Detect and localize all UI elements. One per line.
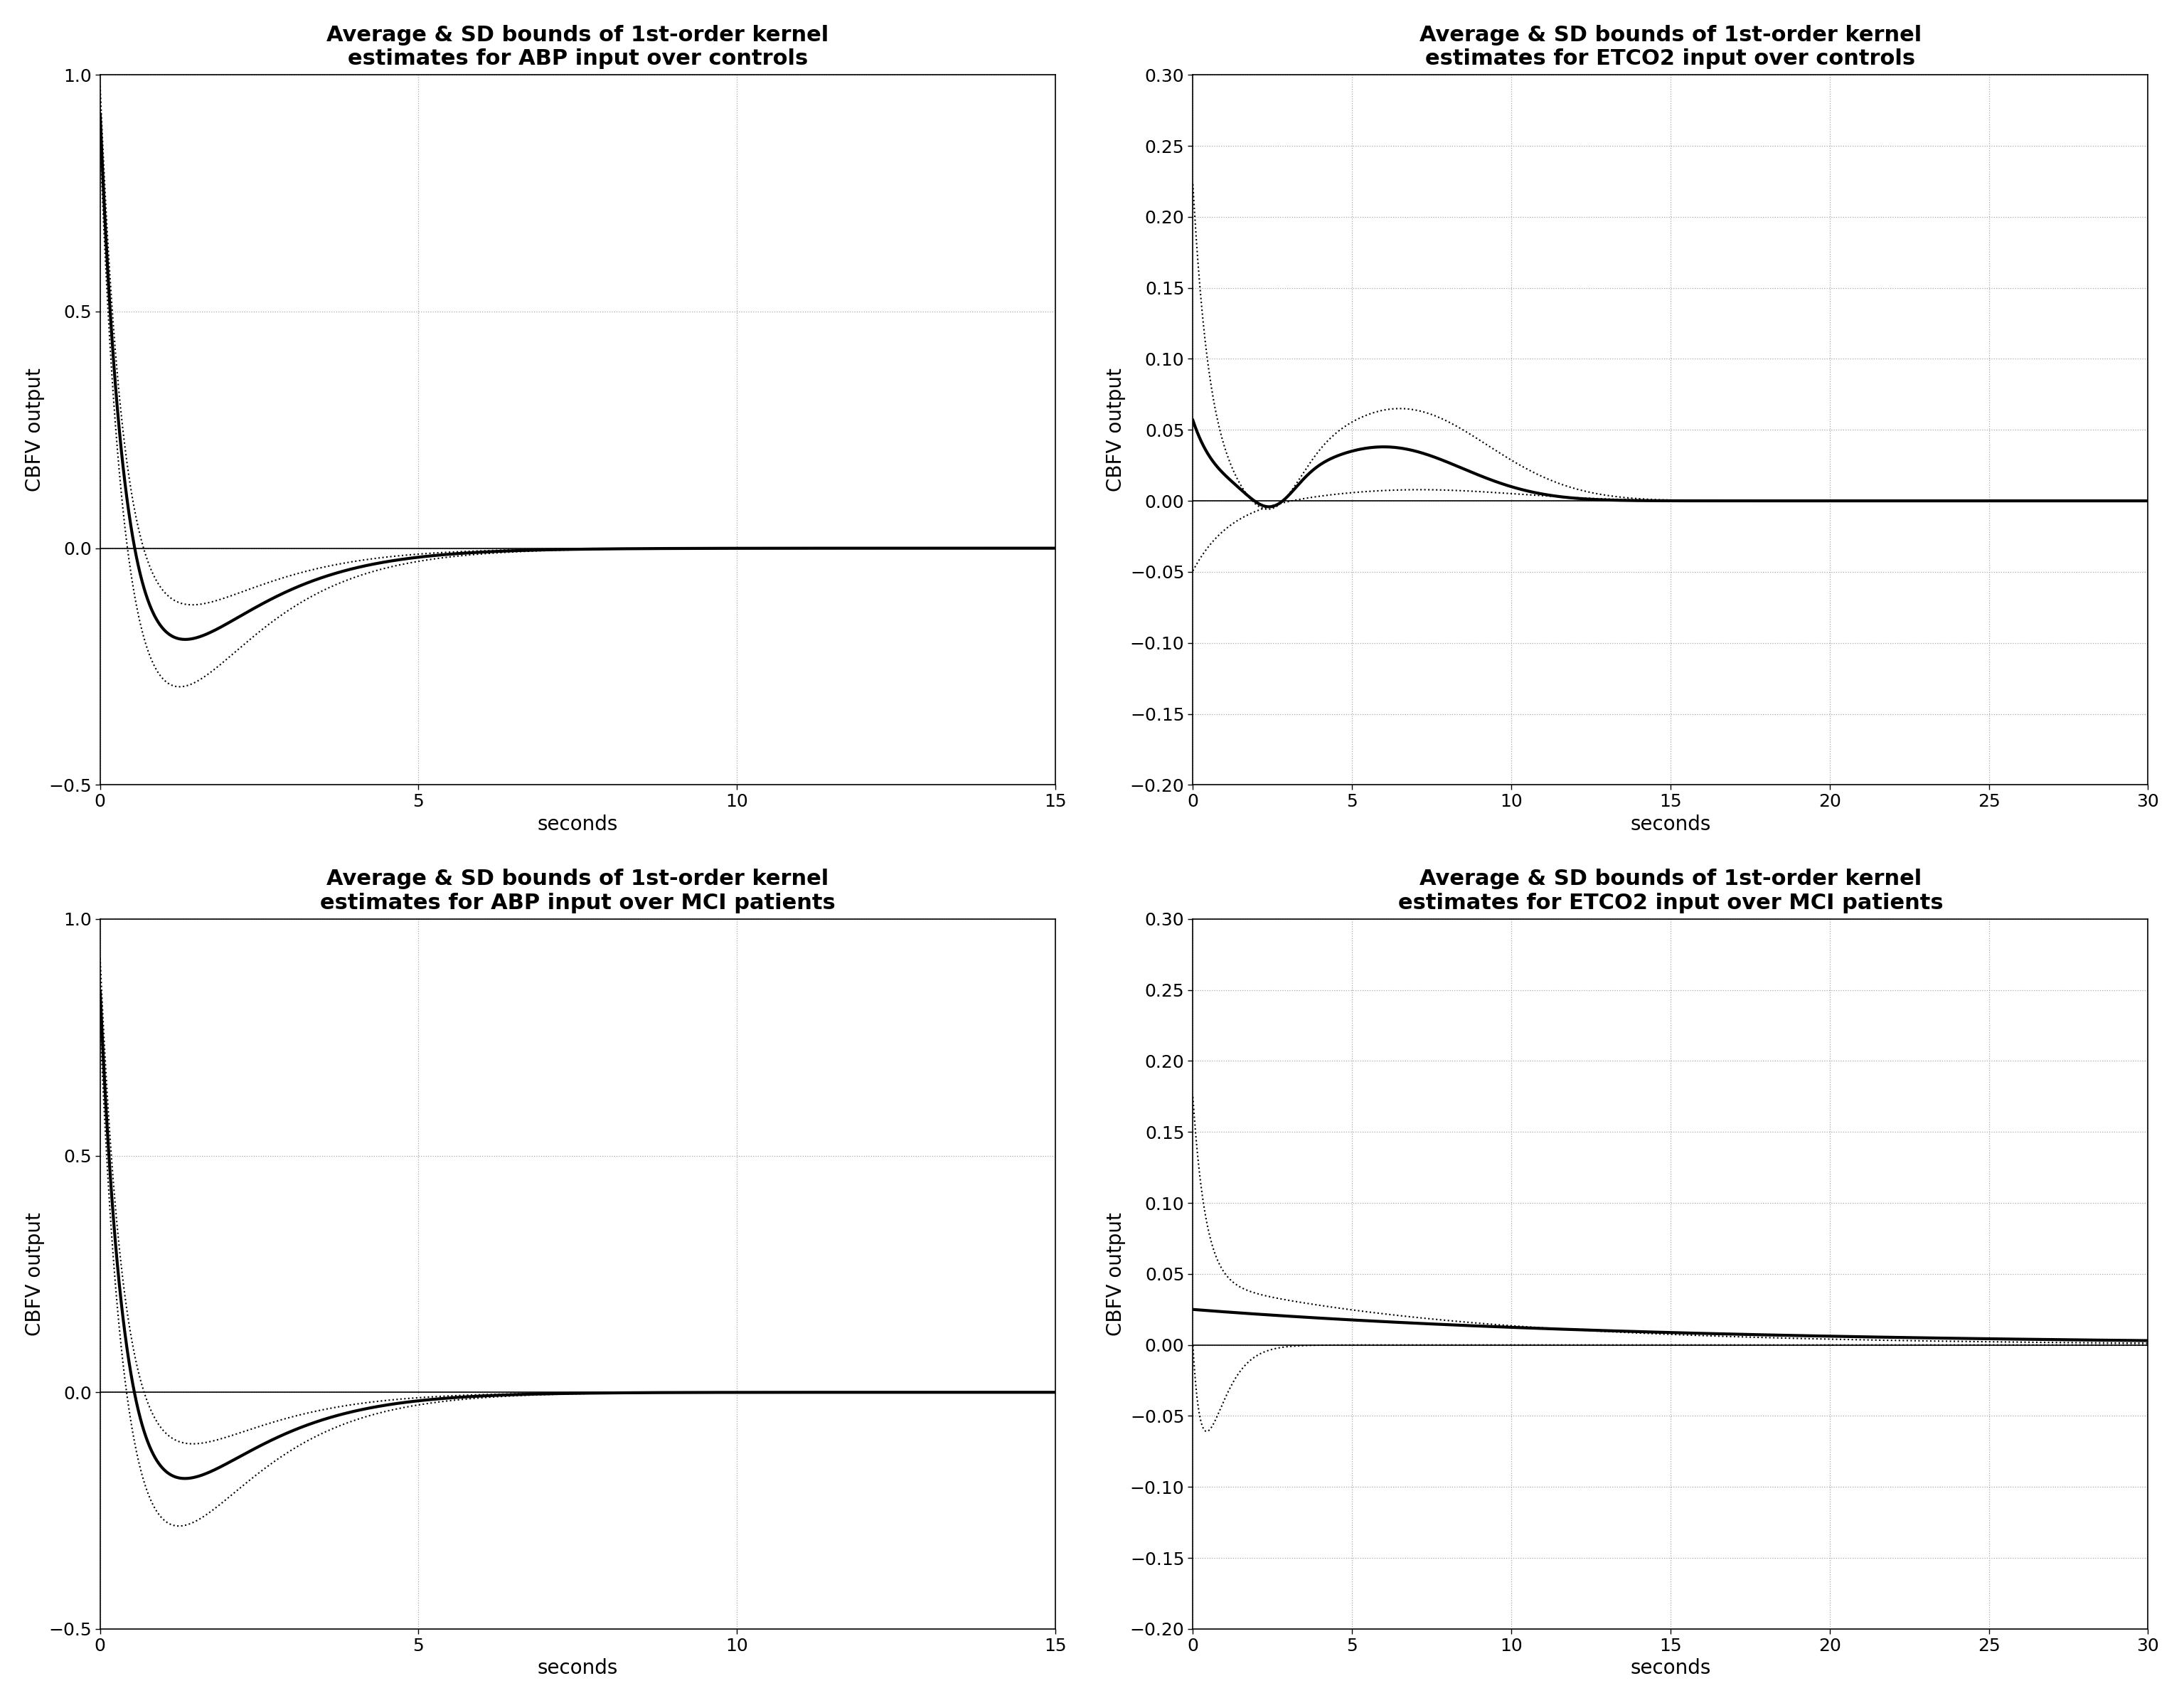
- Y-axis label: CBFV output: CBFV output: [24, 1213, 44, 1335]
- Title: Average & SD bounds of 1st-order kernel
estimates for ABP input over MCI patient: Average & SD bounds of 1st-order kernel …: [319, 869, 834, 913]
- Y-axis label: CBFV output: CBFV output: [1105, 1213, 1127, 1335]
- Title: Average & SD bounds of 1st-order kernel
estimates for ABP input over controls: Average & SD bounds of 1st-order kernel …: [328, 26, 828, 70]
- Y-axis label: CBFV output: CBFV output: [24, 368, 44, 492]
- Title: Average & SD bounds of 1st-order kernel
estimates for ETCO2 input over controls: Average & SD bounds of 1st-order kernel …: [1420, 26, 1922, 70]
- X-axis label: seconds: seconds: [1629, 814, 1710, 834]
- X-axis label: seconds: seconds: [537, 1659, 618, 1677]
- X-axis label: seconds: seconds: [537, 814, 618, 834]
- Title: Average & SD bounds of 1st-order kernel
estimates for ETCO2 input over MCI patie: Average & SD bounds of 1st-order kernel …: [1398, 869, 1944, 913]
- X-axis label: seconds: seconds: [1629, 1659, 1710, 1677]
- Y-axis label: CBFV output: CBFV output: [1105, 368, 1127, 492]
